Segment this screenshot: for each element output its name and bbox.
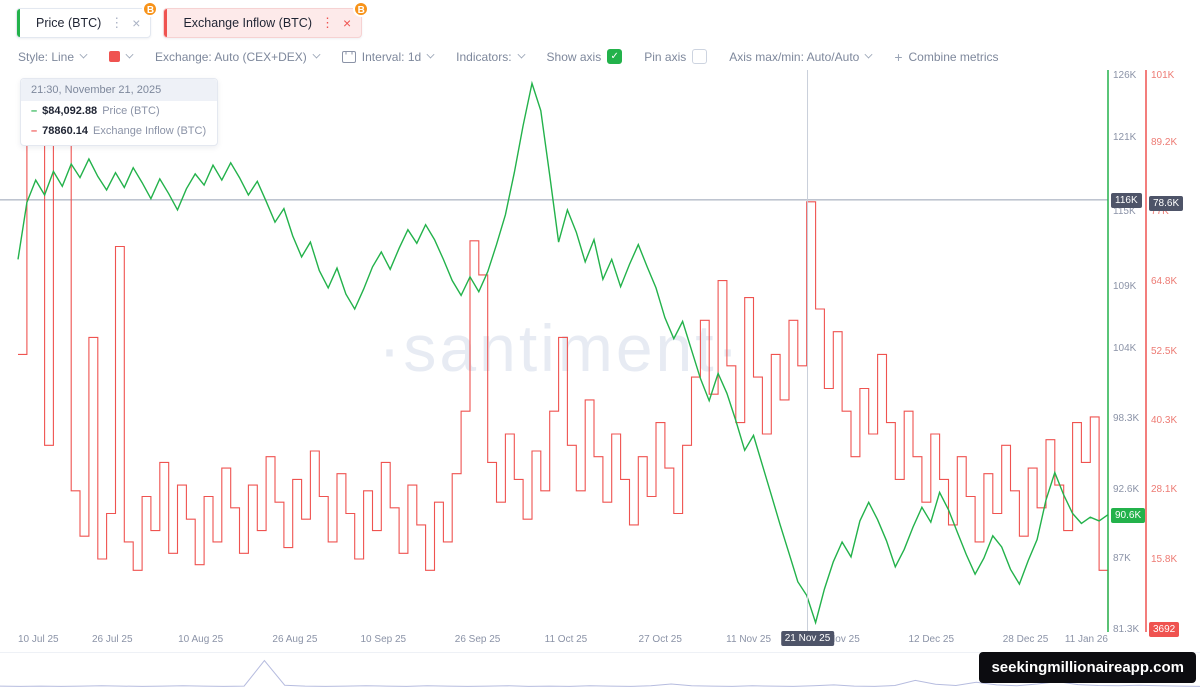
x-axis-tick-label: 11 Nov 25 [726, 634, 772, 645]
metric-tabs: Price (BTC) ⋮ × B Exchange Inflow (BTC) … [16, 1, 370, 38]
price-series-line [17, 80, 1109, 626]
chevron-down-icon [864, 50, 873, 59]
axis-tick-label: 104K [1113, 342, 1137, 354]
axis-tick-label: 15.8K [1151, 554, 1178, 566]
inflow-color-accent [164, 9, 168, 37]
interval-select[interactable]: Interval: 1d [341, 49, 435, 64]
site-watermark-badge: seekingmillionaireapp.com [979, 652, 1196, 683]
x-axis-tick-label: 11 Jan 26 [1064, 634, 1108, 645]
x-axis-tick-label: 28 Dec 25 [1002, 634, 1049, 645]
style-select[interactable]: Style: Line [18, 49, 88, 64]
axis-tick-label: 28.1K [1151, 484, 1178, 496]
exchange-select[interactable]: Exchange: Auto (CEX+DEX) [155, 49, 321, 64]
tooltip-price-label: Price (BTC) [102, 105, 160, 117]
axis-tick-label: 101K [1151, 70, 1175, 81]
pin-axis-toggle[interactable]: Pin axis [644, 49, 708, 64]
x-axis-tick-label: 12 Dec 25 [908, 634, 955, 645]
interval-select-label: Interval: 1d [361, 49, 422, 64]
axis-tick-label: 81.3K [1113, 624, 1140, 635]
red-color-swatch [109, 51, 121, 62]
combine-metrics-button[interactable]: + Combine metrics [894, 50, 998, 64]
axis-tick-label: 126K [1113, 70, 1137, 81]
kebab-menu-icon[interactable]: ⋮ [110, 15, 124, 30]
metric-tab-price-label: Price (BTC) [36, 16, 102, 30]
x-axis-tick-label: 10 Aug 25 [178, 634, 224, 645]
chart-toolbar: Style: Line Exchange: Auto (CEX+DEX) Int… [18, 49, 1190, 64]
x-axis-tick-label: 27 Oct 25 [638, 634, 682, 645]
series-color-select[interactable] [109, 50, 134, 62]
interval-calendar-icon [341, 50, 356, 63]
price-series-dash-icon: – [31, 105, 38, 117]
axis-tick-label: 115K [1113, 206, 1136, 218]
checkbox-unchecked-icon[interactable] [692, 49, 708, 64]
pin-axis-label: Pin axis [644, 49, 687, 64]
metric-tab-price[interactable]: Price (BTC) ⋮ × B [16, 1, 159, 38]
price-color-accent [17, 9, 20, 37]
price-last-value-badge: 90.6K [1111, 507, 1146, 523]
tooltip-datetime: 21:30, November 21, 2025 [21, 79, 217, 101]
axis-tick-label: 109K [1113, 280, 1137, 292]
tooltip-price-value: $84,092.88 [42, 105, 98, 117]
kebab-menu-icon[interactable]: ⋮ [321, 15, 334, 30]
axis-tick-label: 89.2K [1151, 137, 1178, 149]
minimap-sparkline [0, 659, 1200, 687]
x-axis-tick-label: 26 Jul 25 [91, 634, 133, 645]
chart-tooltip: 21:30, November 21, 2025 – $84,092.88 Pr… [20, 78, 218, 146]
combine-metrics-label: Combine metrics [908, 49, 999, 64]
metric-tab-exchange-inflow[interactable]: Exchange Inflow (BTC) ⋮ × B [163, 1, 370, 38]
axis-tick-label: 52.5K [1151, 345, 1178, 357]
axis-tick-label: 92.6K [1113, 483, 1140, 495]
indicators-select[interactable]: Indicators: [456, 49, 525, 64]
axis-tick-label: 98.3K [1113, 413, 1140, 425]
timeline-minimap[interactable] [0, 655, 1200, 691]
close-icon[interactable]: × [132, 15, 141, 31]
tooltip-inflow-value: 78860.14 [42, 125, 89, 137]
axis-maxmin-select[interactable]: Axis max/min: Auto/Auto [729, 49, 873, 64]
axis-tick-label: 121K [1113, 131, 1137, 143]
axis-maxmin-label: Axis max/min: Auto/Auto [729, 49, 860, 64]
inflow-series-dash-icon: – [31, 125, 38, 137]
plus-icon: + [894, 48, 903, 65]
show-axis-toggle[interactable]: Show axis ✓ [547, 49, 623, 64]
style-select-label: Style: Line [18, 49, 75, 64]
exchange-inflow-series-line [18, 81, 1109, 629]
tooltip-row-inflow: – 78860.14 Exchange Inflow (BTC) [21, 121, 217, 145]
tooltip-inflow-label: Exchange Inflow (BTC) [93, 125, 207, 137]
axis-tick-label: 64.8K [1151, 275, 1178, 287]
chevron-down-icon [426, 50, 435, 59]
btc-badge-icon: B [353, 1, 370, 17]
checkbox-checked-icon[interactable]: ✓ [607, 49, 623, 64]
price-pinned-value-badge: 116K [1111, 192, 1142, 208]
tooltip-row-price: – $84,092.88 Price (BTC) [21, 101, 217, 121]
x-axis-tick-label: 26 Aug 25 [272, 634, 318, 645]
minimap-divider [0, 652, 1200, 653]
x-axis-tick-label: 10 Sep 25 [360, 634, 407, 645]
exchange-select-label: Exchange: Auto (CEX+DEX) [155, 49, 307, 64]
inflow-last-value-badge: 3692 [1149, 621, 1180, 637]
btc-badge-icon: B [142, 1, 159, 17]
metric-tab-inflow-label: Exchange Inflow (BTC) [183, 16, 312, 30]
inflow-pinned-value-badge: 78.6K [1149, 196, 1184, 212]
x-axis-tick-label: 10 Jul 25 [18, 634, 59, 645]
chevron-down-icon [312, 50, 321, 59]
x-axis-tick-label: 11 Oct 25 [544, 634, 588, 645]
crosshair-date-badge: 21 Nov 25 [780, 631, 835, 646]
axis-tick-label: 40.3K [1151, 414, 1178, 426]
show-axis-label: Show axis [546, 49, 602, 64]
axis-tick-label: 77K [1151, 206, 1169, 218]
close-icon[interactable]: × [343, 15, 352, 31]
chevron-down-icon [125, 50, 134, 59]
x-axis-tick-label: 26 Nov 25 [814, 634, 860, 645]
x-axis-tick-label: 26 Sep 25 [454, 634, 501, 645]
chevron-down-icon [79, 50, 88, 59]
indicators-select-label: Indicators: [456, 49, 512, 64]
chevron-down-icon [517, 50, 525, 59]
axis-tick-label: 87K [1113, 553, 1131, 565]
